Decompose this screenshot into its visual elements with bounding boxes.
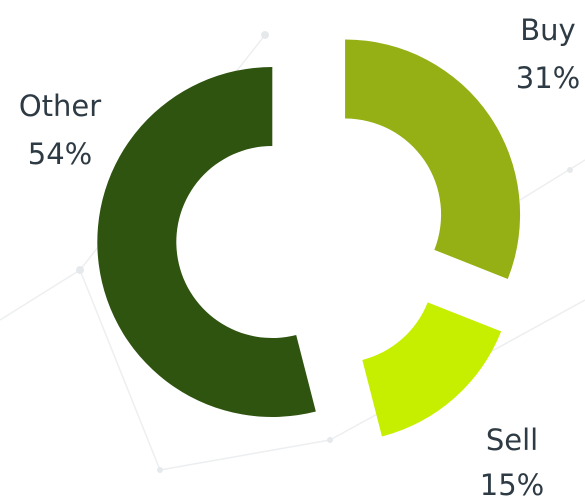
segment-label: Sell (486, 423, 538, 457)
donut-segment (362, 302, 502, 437)
segment-label: Buy (520, 13, 575, 47)
segment-value-label: 15% (480, 468, 544, 501)
segment-value-label: 54% (28, 137, 92, 171)
segment-label: Other (19, 89, 101, 123)
donut-segment (345, 39, 521, 279)
segment-value-label: 31% (516, 61, 580, 95)
donut-segment (97, 67, 316, 418)
